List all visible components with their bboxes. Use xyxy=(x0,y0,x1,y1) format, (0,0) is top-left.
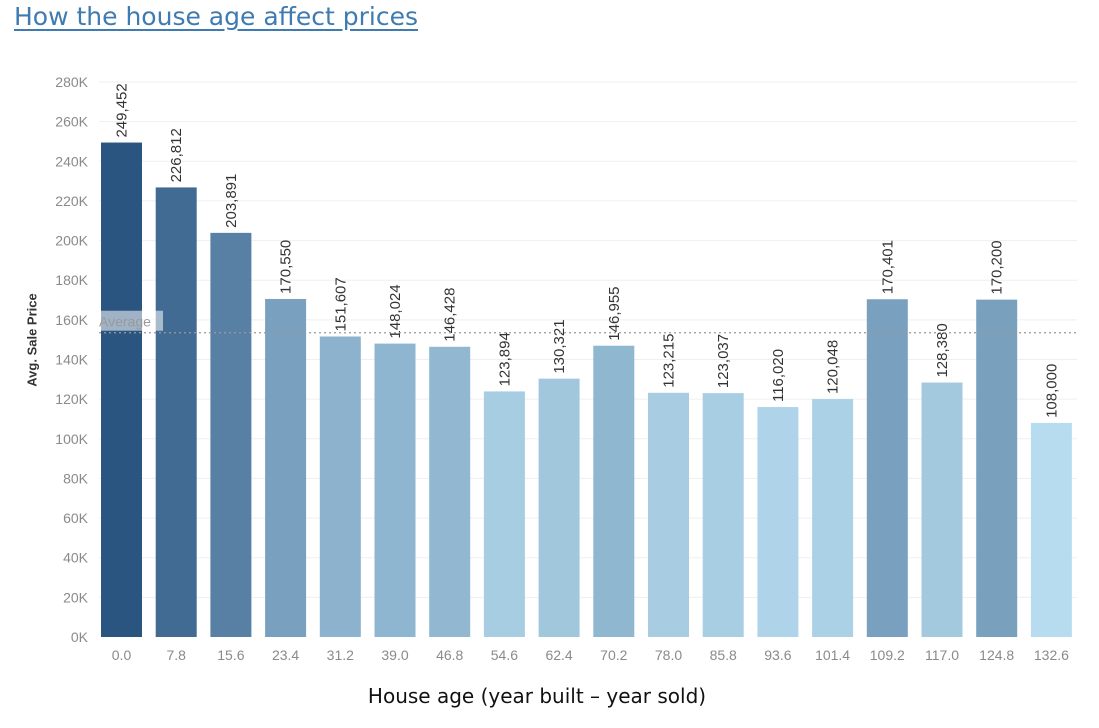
bar-value-label: 116,020 xyxy=(770,349,787,402)
bar xyxy=(101,142,142,637)
bar xyxy=(538,378,580,637)
y-tick-label: 160K xyxy=(55,312,88,328)
bar-value-label: 148,024 xyxy=(387,284,404,338)
y-tick-label: 260K xyxy=(55,114,88,130)
y-tick-label: 120K xyxy=(55,391,88,407)
y-tick-label: 0K xyxy=(71,629,89,645)
x-tick-label: 39.0 xyxy=(381,647,408,663)
bar-value-label: 123,894 xyxy=(496,332,513,386)
y-tick-label: 60K xyxy=(63,510,89,526)
average-label-bg xyxy=(97,310,163,331)
bar-value-label: 120,048 xyxy=(825,340,842,394)
bar-value-label: 203,891 xyxy=(223,174,240,228)
bar xyxy=(319,336,361,637)
x-tick-label: 62.4 xyxy=(545,647,572,663)
y-tick-label: 240K xyxy=(55,153,88,169)
bar xyxy=(265,298,307,637)
bar xyxy=(757,407,799,637)
bar xyxy=(210,232,252,637)
x-tick-label: 23.4 xyxy=(272,647,299,663)
x-tick-label: 7.8 xyxy=(166,647,186,663)
bar xyxy=(593,345,635,637)
x-tick-label: 117.0 xyxy=(925,647,959,663)
average-label: Average xyxy=(99,314,151,330)
bar-value-label: 249,452 xyxy=(114,83,131,137)
bar xyxy=(812,399,854,637)
chart-title: How the house age affect prices xyxy=(14,2,418,31)
bar xyxy=(921,382,963,637)
x-tick-label: 85.8 xyxy=(710,647,737,663)
bar xyxy=(483,391,525,637)
bar-value-label: 170,200 xyxy=(989,240,1006,294)
x-tick-label: 93.6 xyxy=(764,647,791,663)
bar-value-label: 123,037 xyxy=(715,334,732,388)
bar xyxy=(648,392,689,637)
y-tick-label: 100K xyxy=(55,431,88,447)
x-tick-label: 124.8 xyxy=(979,647,1014,663)
y-tick-label: 180K xyxy=(55,272,88,288)
x-tick-label: 54.6 xyxy=(491,647,518,663)
x-tick-label: 31.2 xyxy=(327,647,354,663)
y-tick-label: 140K xyxy=(55,352,88,368)
y-tick-label: 200K xyxy=(55,233,88,249)
bar-value-label: 128,380 xyxy=(934,323,951,377)
bar xyxy=(1030,422,1072,637)
y-tick-label: 280K xyxy=(55,74,88,90)
bar-value-label: 151,607 xyxy=(332,277,349,331)
bar-value-label: 130,321 xyxy=(551,319,568,373)
bar-value-label: 146,428 xyxy=(442,288,459,342)
bar xyxy=(429,346,471,637)
bar-value-label: 108,000 xyxy=(1043,364,1060,418)
bar xyxy=(866,299,908,637)
bar-value-label: 226,812 xyxy=(168,128,185,182)
x-tick-label: 0.0 xyxy=(112,647,132,663)
x-tick-label: 46.8 xyxy=(436,647,463,663)
bar-value-label: 170,401 xyxy=(879,240,896,294)
bar xyxy=(155,187,197,637)
x-tick-label: 78.0 xyxy=(655,647,682,663)
y-tick-label: 40K xyxy=(63,550,89,566)
y-tick-label: 20K xyxy=(63,589,89,605)
x-tick-label: 109.2 xyxy=(870,647,905,663)
y-tick-label: 220K xyxy=(55,193,88,209)
x-tick-label: 70.2 xyxy=(600,647,627,663)
bar xyxy=(374,343,416,637)
bar-value-label: 146,955 xyxy=(606,286,623,340)
x-tick-label: 101.4 xyxy=(815,647,850,663)
bar xyxy=(976,299,1018,637)
y-tick-label: 80K xyxy=(63,470,89,486)
x-axis-label: House age (year built – year sold) xyxy=(367,684,707,708)
bar-value-label: 123,215 xyxy=(661,334,678,388)
bar xyxy=(702,393,744,637)
bar-value-label: 170,550 xyxy=(278,240,295,294)
x-tick-label: 132.6 xyxy=(1034,647,1069,663)
x-tick-label: 15.6 xyxy=(217,647,244,663)
